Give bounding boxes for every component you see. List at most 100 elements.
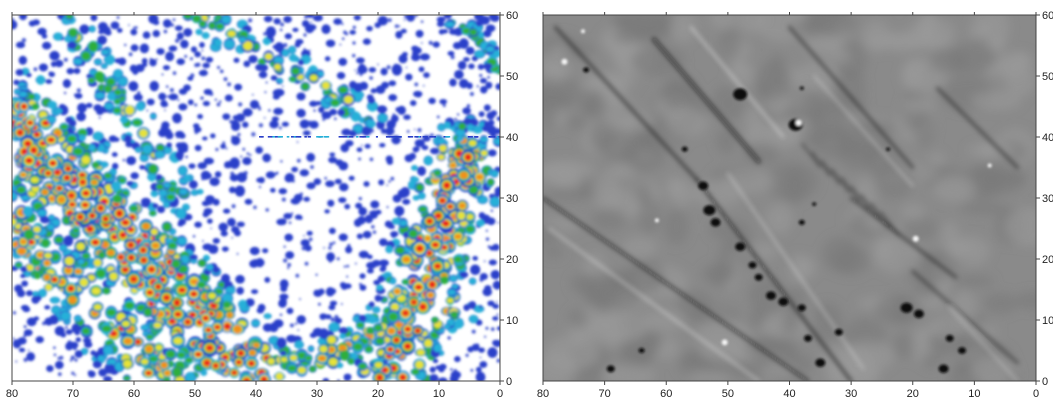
color-speckle bbox=[456, 113, 460, 116]
color-speckle bbox=[354, 69, 357, 72]
color-anomaly-blob bbox=[296, 92, 306, 101]
color-anomaly-blob bbox=[224, 323, 231, 330]
color-anomaly-blob bbox=[374, 362, 383, 368]
color-speckle bbox=[12, 337, 15, 340]
color-anomaly-blob bbox=[76, 112, 86, 122]
color-speckle bbox=[299, 298, 301, 301]
color-speckle bbox=[308, 237, 313, 242]
color-anomaly-blob bbox=[309, 74, 318, 81]
color-anomaly-blob bbox=[161, 121, 170, 129]
color-anomaly-blob bbox=[178, 287, 186, 293]
color-anomaly-blob bbox=[324, 56, 331, 62]
color-anomaly-blob bbox=[297, 59, 305, 66]
color-anomaly-blob bbox=[356, 233, 363, 240]
color-anomaly-blob bbox=[178, 218, 187, 226]
color-anomaly-blob bbox=[368, 314, 377, 324]
color-anomaly-blob bbox=[150, 190, 158, 198]
color-anomaly-blob bbox=[417, 166, 427, 176]
color-anomaly-blob bbox=[264, 53, 273, 61]
color-anomaly-blob bbox=[415, 284, 422, 290]
color-speckle bbox=[53, 346, 56, 350]
color-anomaly-blob bbox=[444, 324, 451, 329]
color-speckle bbox=[303, 234, 305, 237]
color-anomaly-blob bbox=[438, 29, 445, 35]
color-anomaly-blob bbox=[93, 258, 102, 267]
color-speckle bbox=[222, 141, 226, 145]
color-anomaly-blob bbox=[435, 213, 442, 219]
color-anomaly-blob bbox=[194, 221, 202, 228]
color-anomaly-blob bbox=[490, 197, 500, 207]
color-anomaly-blob bbox=[442, 220, 450, 227]
color-anomaly-blob bbox=[105, 29, 112, 36]
color-anomaly-blob bbox=[168, 93, 179, 101]
color-anomaly-blob bbox=[141, 258, 147, 263]
color-speckle bbox=[218, 100, 222, 103]
color-speckle bbox=[57, 372, 62, 377]
color-anomaly-blob bbox=[248, 55, 258, 64]
color-anomaly-blob bbox=[485, 24, 496, 32]
color-anomaly-blob bbox=[82, 337, 92, 344]
color-anomaly-blob bbox=[284, 174, 294, 183]
color-anomaly-blob bbox=[19, 15, 28, 21]
color-anomaly-blob bbox=[73, 67, 81, 75]
color-anomaly-blob bbox=[227, 30, 236, 37]
color-anomaly-blob bbox=[189, 254, 198, 260]
color-anomaly-blob bbox=[338, 233, 348, 242]
color-anomaly-blob bbox=[400, 28, 407, 34]
color-anomaly-blob bbox=[289, 354, 298, 361]
color-speckle bbox=[236, 252, 239, 255]
color-anomaly-blob bbox=[279, 218, 287, 226]
color-anomaly-blob bbox=[403, 114, 411, 120]
color-anomaly-blob bbox=[474, 15, 484, 21]
color-anomaly-blob bbox=[416, 349, 425, 356]
color-anomaly-blob bbox=[379, 266, 386, 272]
color-speckle bbox=[23, 357, 28, 362]
color-anomaly-blob bbox=[281, 121, 289, 127]
color-anomaly-blob bbox=[46, 224, 55, 231]
color-anomaly-blob bbox=[42, 120, 49, 126]
color-speckle bbox=[279, 28, 283, 32]
color-anomaly-blob bbox=[183, 84, 191, 92]
color-anomaly-blob bbox=[203, 157, 215, 165]
color-speckle bbox=[166, 95, 169, 98]
color-anomaly-blob bbox=[355, 202, 363, 209]
color-anomaly-blob bbox=[405, 326, 411, 332]
color-anomaly-blob bbox=[329, 322, 340, 332]
color-anomaly-blob bbox=[156, 48, 165, 55]
color-anomaly-blob bbox=[234, 83, 243, 91]
color-anomaly-blob bbox=[496, 326, 500, 331]
color-anomaly-blob bbox=[338, 86, 348, 94]
color-anomaly-blob bbox=[477, 64, 485, 70]
color-anomaly-blob bbox=[24, 229, 34, 240]
color-anomaly-blob bbox=[114, 89, 122, 96]
color-anomaly-blob bbox=[404, 154, 414, 163]
color-anomaly-blob bbox=[388, 120, 397, 127]
color-speckle bbox=[455, 357, 460, 362]
color-anomaly-blob bbox=[79, 172, 86, 178]
color-anomaly-blob bbox=[376, 105, 388, 114]
color-anomaly-blob bbox=[94, 71, 105, 82]
color-anomaly-blob bbox=[203, 254, 210, 262]
color-speckle bbox=[231, 236, 234, 239]
color-anomaly-blob bbox=[155, 284, 161, 290]
color-anomaly-blob bbox=[273, 107, 284, 115]
color-anomaly-blob bbox=[106, 77, 115, 86]
color-speckle bbox=[351, 53, 356, 58]
color-anomaly-blob bbox=[457, 211, 466, 220]
color-anomaly-blob bbox=[445, 21, 455, 28]
color-speckle bbox=[369, 76, 374, 80]
color-anomaly-blob bbox=[136, 102, 145, 111]
color-anomaly-blob bbox=[483, 30, 492, 38]
color-speckle bbox=[261, 73, 265, 78]
color-speckle bbox=[264, 91, 267, 94]
color-speckle bbox=[274, 172, 278, 176]
color-speckle bbox=[137, 91, 141, 95]
color-anomaly-blob bbox=[180, 39, 189, 49]
color-anomaly-blob bbox=[366, 268, 374, 274]
color-anomaly-blob bbox=[359, 284, 367, 291]
color-anomaly-blob bbox=[366, 25, 373, 32]
color-anomaly-blob bbox=[68, 295, 77, 304]
color-anomaly-blob bbox=[114, 98, 121, 105]
color-anomaly-blob bbox=[301, 20, 310, 28]
